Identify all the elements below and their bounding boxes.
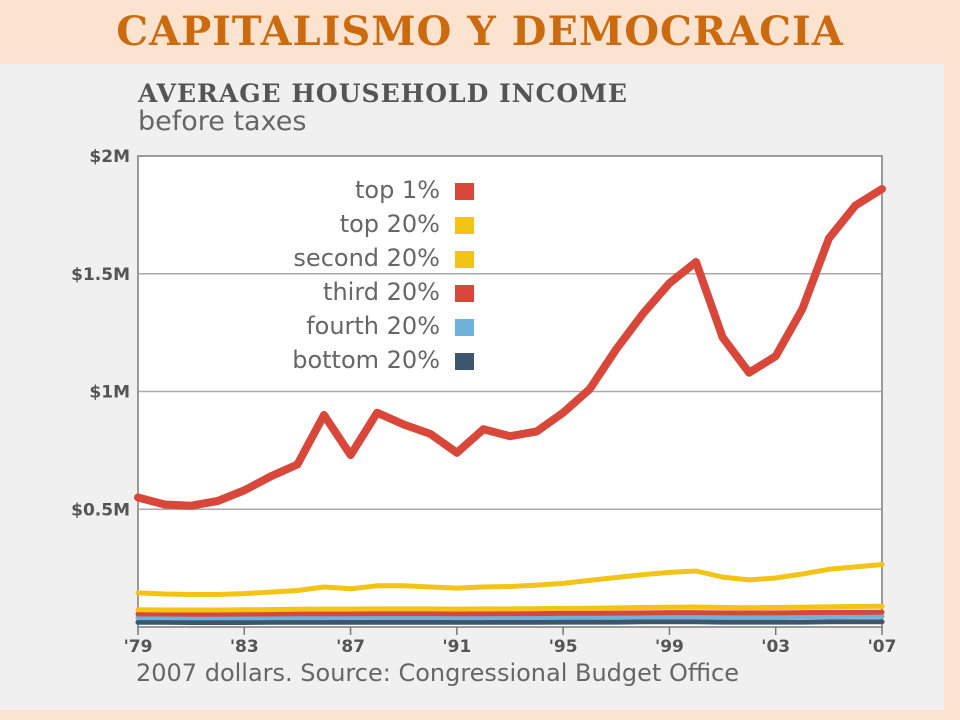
y-tick-label: $0.5M <box>71 500 130 520</box>
legend-swatch <box>455 251 474 268</box>
y-tick-label: $1.5M <box>71 265 130 285</box>
x-tick-label: '83 <box>230 637 259 657</box>
legend-label: fourth 20% <box>306 312 440 340</box>
series-line <box>135 609 885 617</box>
plot-frame <box>137 155 883 628</box>
legend-swatch <box>455 319 474 336</box>
legend-label: bottom 20% <box>292 346 440 374</box>
series-line <box>134 185 886 510</box>
series-line <box>135 613 885 621</box>
series-line <box>135 603 885 613</box>
legend-label: top 20% <box>340 210 440 238</box>
x-tick-label: '87 <box>336 637 365 657</box>
slide-title: CAPITALISMO Y DEMOCRACIA <box>116 8 844 55</box>
chart-subtitle: before taxes <box>138 106 307 137</box>
legend-label: second 20% <box>293 244 440 272</box>
legend-swatch <box>455 285 474 302</box>
x-tick-label: '07 <box>868 637 897 657</box>
legend-swatch <box>455 183 474 200</box>
y-tick-label: $2M <box>89 147 130 167</box>
x-tick-label: '03 <box>761 637 790 657</box>
legend-swatch <box>455 217 474 234</box>
y-tick-label: $1M <box>89 383 130 403</box>
x-tick-label: '79 <box>124 637 153 657</box>
legend-swatch <box>455 353 474 370</box>
legend-label: top 1% <box>355 176 440 204</box>
x-tick-label: '99 <box>655 637 684 657</box>
series-line <box>135 619 885 625</box>
series-line <box>135 562 885 597</box>
x-tick-label: '95 <box>549 637 578 657</box>
chart-title: AVERAGE HOUSEHOLD INCOME <box>138 79 628 108</box>
source-note: 2007 dollars. Source: Congressional Budg… <box>136 659 740 687</box>
legend-label: third 20% <box>323 278 440 306</box>
x-tick-label: '91 <box>442 637 471 657</box>
